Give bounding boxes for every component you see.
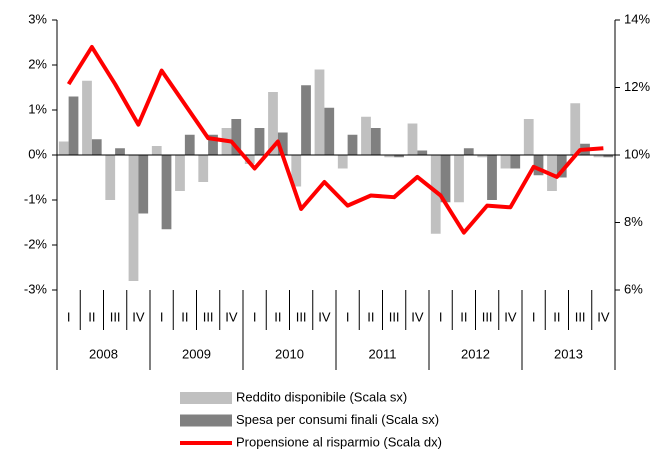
bar xyxy=(510,155,521,169)
x-tick-label: I xyxy=(532,309,536,324)
x-tick-label: III xyxy=(482,309,493,324)
bar xyxy=(337,155,348,169)
y2-tick-label: 12% xyxy=(624,79,650,94)
bar xyxy=(440,155,451,203)
bar xyxy=(500,155,511,169)
x-tick-label: I xyxy=(346,309,350,324)
year-label: 2010 xyxy=(275,346,304,361)
bar xyxy=(314,69,325,155)
bar xyxy=(570,103,581,155)
x-tick-label: IV xyxy=(411,309,424,324)
x-tick-label: III xyxy=(296,309,307,324)
bar xyxy=(417,150,428,155)
bar xyxy=(523,119,534,155)
bar xyxy=(254,128,265,155)
bar xyxy=(301,85,311,155)
bar xyxy=(477,155,488,158)
bar xyxy=(82,80,92,155)
x-tick-label: II xyxy=(460,309,467,324)
bar xyxy=(161,155,172,230)
y2-tick-label: 6% xyxy=(624,281,643,296)
bar xyxy=(128,155,139,281)
bar xyxy=(603,155,614,158)
bar xyxy=(91,139,102,155)
bar xyxy=(151,146,162,155)
x-tick-label: III xyxy=(203,309,214,324)
bar xyxy=(291,155,302,187)
x-tick-label: III xyxy=(110,309,121,324)
bar xyxy=(454,155,464,203)
x-tick-label: IV xyxy=(132,309,145,324)
y-tick-label: -3% xyxy=(24,281,48,296)
year-label: 2013 xyxy=(554,346,583,361)
bar xyxy=(208,134,218,155)
legend-swatch xyxy=(180,392,232,404)
bar xyxy=(407,123,418,155)
legend-swatch xyxy=(180,414,232,427)
x-tick-label: I xyxy=(160,309,164,324)
bar xyxy=(394,155,404,158)
y-tick-label: -1% xyxy=(24,191,48,206)
bar xyxy=(115,148,125,155)
bar xyxy=(184,134,195,155)
y-tick-label: 3% xyxy=(28,11,47,26)
x-tick-label: III xyxy=(575,309,586,324)
bar xyxy=(175,155,185,191)
x-tick-label: IV xyxy=(504,309,517,324)
x-tick-label: IV xyxy=(318,309,331,324)
bar xyxy=(430,155,441,234)
bar xyxy=(533,155,544,176)
legend-swatch xyxy=(180,441,232,445)
year-label: 2011 xyxy=(369,346,397,361)
bar xyxy=(556,155,567,178)
bar xyxy=(361,116,371,155)
x-tick-label: I xyxy=(439,309,443,324)
bar xyxy=(487,155,497,200)
y-tick-label: -2% xyxy=(24,236,48,251)
x-tick-label: I xyxy=(67,309,71,324)
x-tick-label: IV xyxy=(597,309,610,324)
x-tick-label: III xyxy=(389,309,400,324)
bar xyxy=(347,134,358,155)
legend-label: Propensione al risparmio (Scala dx) xyxy=(236,434,442,449)
bar xyxy=(58,141,69,155)
y-tick-label: 0% xyxy=(28,146,47,161)
bar xyxy=(324,107,335,155)
bar xyxy=(138,155,149,214)
y2-tick-label: 10% xyxy=(624,146,650,161)
bar xyxy=(463,148,474,155)
y2-tick-label: 14% xyxy=(624,11,650,26)
line xyxy=(66,45,604,235)
x-tick-label: II xyxy=(367,309,374,324)
bar xyxy=(593,155,604,158)
bar xyxy=(231,119,242,155)
x-tick-label: II xyxy=(553,309,560,324)
y-tick-label: 2% xyxy=(28,56,47,71)
year-label: 2009 xyxy=(182,346,211,361)
y-tick-label: 1% xyxy=(28,101,47,116)
bar xyxy=(198,155,209,182)
x-tick-label: II xyxy=(88,309,95,324)
bar xyxy=(244,155,255,164)
bar xyxy=(277,132,288,155)
bar xyxy=(105,155,116,200)
bar xyxy=(384,155,395,158)
bar xyxy=(370,128,381,155)
x-tick-label: I xyxy=(253,309,257,324)
x-tick-label: II xyxy=(274,309,281,324)
year-label: 2008 xyxy=(89,346,118,361)
x-tick-label: IV xyxy=(225,309,238,324)
bar xyxy=(268,92,278,155)
year-label: 2012 xyxy=(461,346,490,361)
x-tick-label: II xyxy=(181,309,188,324)
y2-tick-label: 8% xyxy=(624,214,643,229)
legend-label: Reddito disponibile (Scala sx) xyxy=(236,389,407,404)
legend-label: Spesa per consumi finali (Scala sx) xyxy=(236,412,439,427)
bar xyxy=(68,96,79,155)
